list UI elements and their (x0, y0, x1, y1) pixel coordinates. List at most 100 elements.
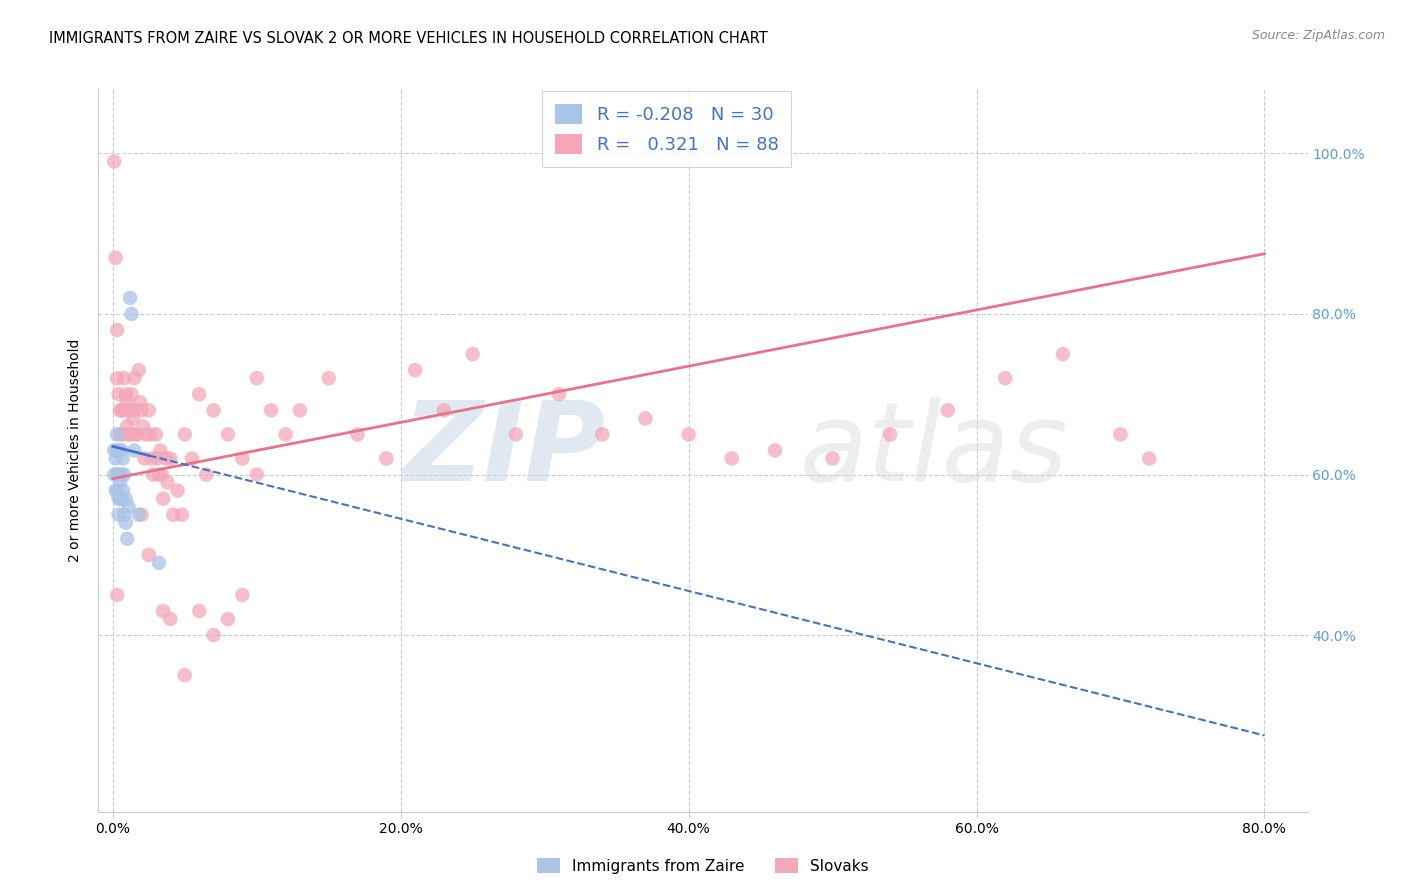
Point (138, 548, 160, 562)
Point (110, 491, 132, 506)
Point (120, 403, 142, 417)
Point (159, 612, 181, 626)
Y-axis label: 2 or more Vehicles in Household: 2 or more Vehicles in Household (69, 339, 83, 562)
Point (188, 387, 211, 401)
Point (720, 451, 742, 466)
Point (994, 371, 1017, 385)
Point (936, 403, 959, 417)
Point (105, 323, 128, 337)
Point (124, 371, 146, 385)
Point (135, 427, 157, 442)
Point (231, 588, 253, 602)
Point (124, 443, 146, 458)
Point (115, 419, 138, 434)
Point (111, 451, 134, 466)
Text: IMMIGRANTS FROM ZAIRE VS SLOVAK 2 OR MORE VEHICLES IN HOUSEHOLD CORRELATION CHAR: IMMIGRANTS FROM ZAIRE VS SLOVAK 2 OR MOR… (49, 31, 768, 46)
Point (678, 427, 700, 442)
Point (128, 363, 150, 377)
Point (114, 387, 136, 401)
Point (107, 491, 129, 506)
Point (433, 403, 456, 417)
Point (110, 443, 132, 458)
Point (138, 403, 160, 417)
Point (170, 508, 193, 522)
Point (105, 443, 128, 458)
Point (104, 251, 127, 265)
Point (146, 451, 169, 466)
Point (128, 508, 150, 522)
Point (145, 427, 167, 442)
Point (260, 403, 283, 417)
Point (188, 604, 211, 618)
Point (105, 483, 128, 498)
Point (118, 500, 141, 514)
Point (129, 395, 152, 409)
Point (173, 668, 195, 682)
Point (112, 508, 135, 522)
Point (131, 508, 153, 522)
Point (461, 347, 484, 361)
Point (108, 475, 131, 490)
Point (111, 483, 134, 498)
Point (134, 451, 156, 466)
Point (105, 467, 128, 482)
Point (821, 451, 844, 466)
Point (149, 443, 172, 458)
Point (110, 467, 132, 482)
Point (148, 556, 170, 570)
Text: atlas: atlas (800, 397, 1069, 504)
Point (108, 443, 131, 458)
Point (879, 427, 901, 442)
Point (246, 371, 269, 385)
Point (110, 403, 132, 417)
Point (217, 612, 239, 626)
Point (108, 403, 131, 417)
Point (141, 451, 163, 466)
Point (107, 467, 129, 482)
Point (763, 443, 786, 458)
Point (142, 467, 165, 482)
Point (404, 363, 426, 377)
Text: ZIP: ZIP (402, 397, 606, 504)
Point (318, 371, 340, 385)
Point (108, 491, 131, 506)
Point (505, 427, 527, 442)
Point (159, 451, 181, 466)
Point (115, 395, 138, 409)
Point (231, 451, 253, 466)
Point (1109, 427, 1132, 442)
Point (634, 411, 657, 425)
Point (150, 467, 173, 482)
Point (375, 451, 398, 466)
Point (162, 508, 184, 522)
Point (122, 411, 145, 425)
Point (124, 403, 146, 417)
Point (155, 451, 177, 466)
Point (131, 403, 153, 417)
Point (288, 403, 311, 417)
Point (195, 467, 218, 482)
Point (166, 483, 188, 498)
Point (105, 371, 128, 385)
Point (103, 443, 125, 458)
Point (120, 427, 142, 442)
Point (107, 508, 129, 522)
Point (1052, 347, 1074, 361)
Point (104, 483, 127, 498)
Legend: Immigrants from Zaire, Slovaks: Immigrants from Zaire, Slovaks (531, 852, 875, 880)
Legend: R = -0.208   N = 30, R =   0.321   N = 88: R = -0.208 N = 30, R = 0.321 N = 88 (543, 91, 792, 167)
Point (114, 516, 136, 530)
Point (107, 387, 129, 401)
Point (112, 371, 135, 385)
Point (104, 451, 127, 466)
Point (114, 491, 136, 506)
Point (118, 427, 141, 442)
Point (591, 427, 613, 442)
Point (115, 532, 138, 546)
Point (125, 427, 148, 442)
Point (217, 427, 239, 442)
Point (111, 427, 134, 442)
Point (112, 467, 135, 482)
Point (111, 403, 134, 417)
Point (121, 387, 143, 401)
